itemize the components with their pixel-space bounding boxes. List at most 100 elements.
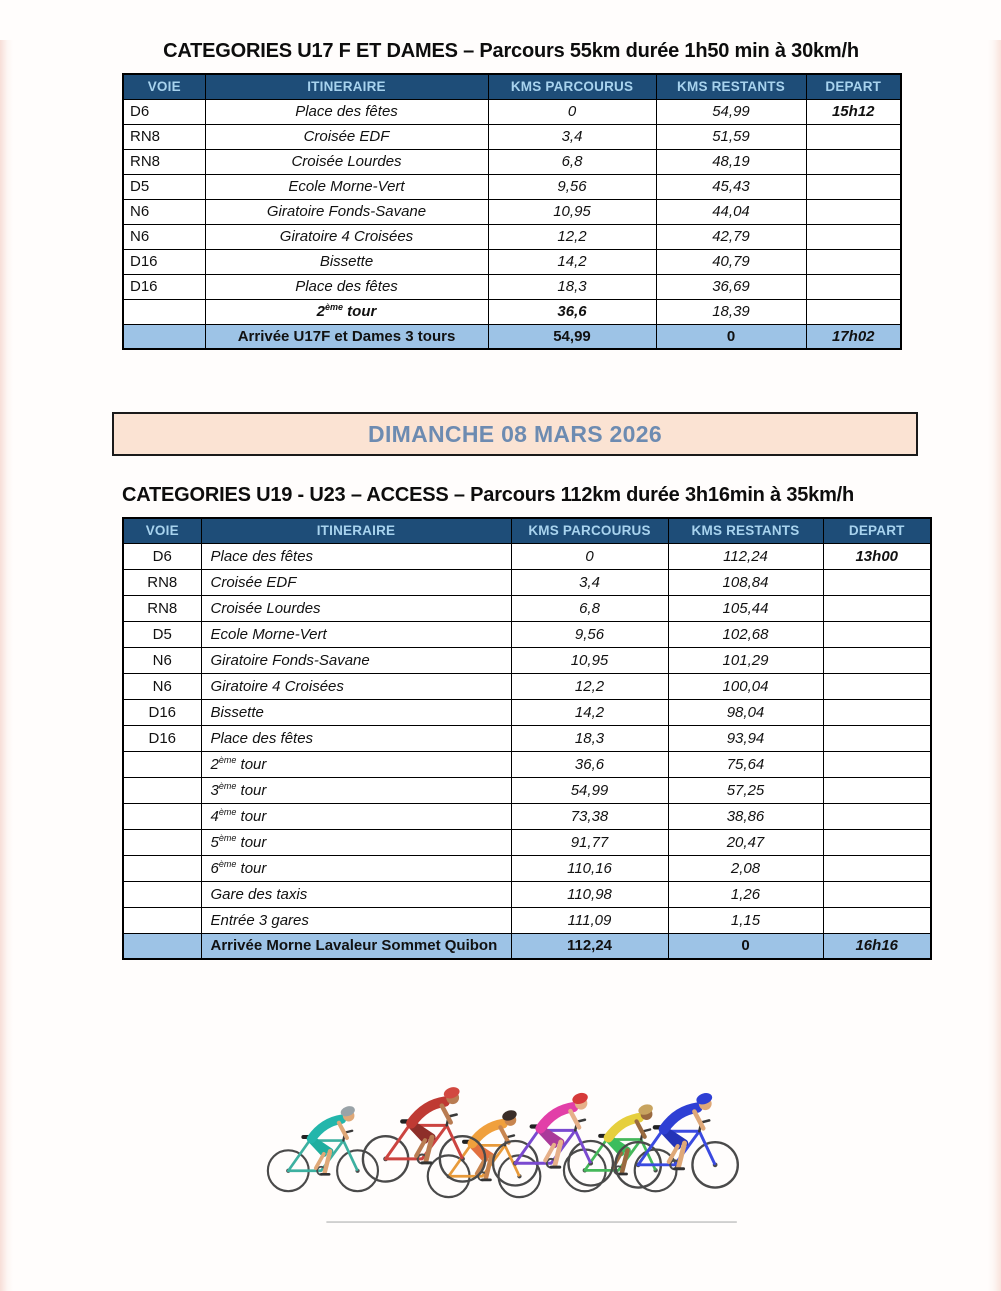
table-row: D16 Place des fêtes 18,3 36,69 bbox=[122, 273, 902, 300]
cell-depart bbox=[822, 750, 932, 778]
cell-depart bbox=[805, 173, 902, 200]
cell-kms_restants: 57,25 bbox=[667, 776, 824, 804]
cell-voie: RN8 bbox=[122, 568, 202, 596]
cell-voie: RN8 bbox=[122, 123, 206, 150]
cell-kms_parcourus: 12,2 bbox=[510, 672, 669, 700]
cell-itineraire: 5ème tour bbox=[200, 828, 512, 856]
date-banner-label: DIMANCHE 08 MARS 2026 bbox=[368, 420, 662, 447]
table-row: D5 Ecole Morne-Vert 9,56 102,68 bbox=[122, 620, 932, 648]
cell-kms_parcourus: 91,77 bbox=[510, 828, 669, 856]
cell-itineraire: 2ème tour bbox=[200, 750, 512, 778]
cell-depart bbox=[822, 698, 932, 726]
cell-depart bbox=[822, 620, 932, 648]
cell-voie bbox=[122, 880, 202, 908]
table-row: 2ème tour 36,6 18,39 bbox=[122, 298, 902, 325]
cell-kms_parcourus: 18,3 bbox=[487, 273, 657, 300]
cell-kms_parcourus: 0 bbox=[487, 98, 657, 125]
arrival-row: Arrivée Morne Lavaleur Sommet Quibon 112,… bbox=[122, 932, 932, 960]
cell-depart bbox=[822, 880, 932, 908]
cell-kms_parcourus: 111,09 bbox=[510, 906, 669, 934]
cell-itineraire: Place des fêtes bbox=[200, 724, 512, 752]
cell-voie: D16 bbox=[122, 724, 202, 752]
cell-voie: D5 bbox=[122, 173, 206, 200]
column-header: VOIE bbox=[122, 73, 206, 100]
cell-kms_restants: 105,44 bbox=[667, 594, 824, 622]
cell-depart bbox=[805, 273, 902, 300]
cell-kms_restants: 38,86 bbox=[667, 802, 824, 830]
cell-depart bbox=[822, 594, 932, 622]
cell-kms_parcourus: 36,6 bbox=[510, 750, 669, 778]
cell-kms_parcourus: 36,6 bbox=[487, 298, 657, 325]
cell-kms_restants: 36,69 bbox=[655, 273, 807, 300]
cell-itineraire: 2ème tour bbox=[204, 298, 489, 325]
cell-itineraire: Giratoire 4 Croisées bbox=[200, 672, 512, 700]
page-root: { "day_banner": { "label": "DIMANCHE 08 … bbox=[0, 40, 1001, 1291]
cell-kms_restants: 2,08 bbox=[667, 854, 824, 882]
cell-kms_parcourus: 112,24 bbox=[510, 932, 669, 960]
header-row: VOIE ITINERAIRE KMS PARCOURUS KMS RESTANTS D… bbox=[122, 73, 902, 100]
column-header: KMS RESTANTS bbox=[667, 517, 824, 544]
table-row: D6 Place des fêtes 0 112,24 13h00 bbox=[122, 542, 932, 570]
table-row: D16 Bissette 14,2 40,79 bbox=[122, 248, 902, 275]
cell-kms_parcourus: 14,2 bbox=[487, 248, 657, 275]
cell-itineraire: Croisée EDF bbox=[204, 123, 489, 150]
cell-voie: N6 bbox=[122, 198, 206, 225]
cell-itineraire: Arrivée Morne Lavaleur Sommet Quibon bbox=[200, 932, 512, 960]
cell-kms_restants: 75,64 bbox=[667, 750, 824, 778]
cell-kms_restants: 20,47 bbox=[667, 828, 824, 856]
cell-voie bbox=[122, 854, 202, 882]
table-row: D6 Place des fêtes 0 54,99 15h12 bbox=[122, 98, 902, 125]
cell-depart: 17h02 bbox=[805, 323, 902, 350]
table-row: 3ème tour 54,99 57,25 bbox=[122, 776, 932, 804]
cell-kms_restants: 93,94 bbox=[667, 724, 824, 752]
page-edge-tint-right bbox=[988, 40, 1001, 1291]
cell-kms_parcourus: 9,56 bbox=[487, 173, 657, 200]
cell-voie: RN8 bbox=[122, 594, 202, 622]
table-row: Entrée 3 gares 111,09 1,15 bbox=[122, 906, 932, 934]
cell-voie: D6 bbox=[122, 542, 202, 570]
cell-kms_parcourus: 6,8 bbox=[487, 148, 657, 175]
cell-voie bbox=[122, 776, 202, 804]
cell-kms_parcourus: 110,16 bbox=[510, 854, 669, 882]
cell-itineraire: 3ème tour bbox=[200, 776, 512, 804]
cell-voie bbox=[122, 906, 202, 934]
cell-depart bbox=[822, 568, 932, 596]
cell-kms_parcourus: 6,8 bbox=[510, 594, 669, 622]
cell-kms_restants: 102,68 bbox=[667, 620, 824, 648]
table-row: RN8 Croisée Lourdes 6,8 48,19 bbox=[122, 148, 902, 175]
cell-itineraire: Croisée EDF bbox=[200, 568, 512, 596]
cell-itineraire: Bissette bbox=[200, 698, 512, 726]
cell-depart bbox=[805, 248, 902, 275]
column-header: ITINERAIRE bbox=[200, 517, 512, 544]
cell-kms_restants: 98,04 bbox=[667, 698, 824, 726]
table-row: D16 Place des fêtes 18,3 93,94 bbox=[122, 724, 932, 752]
cell-kms_restants: 51,59 bbox=[655, 123, 807, 150]
table-row: N6 Giratoire 4 Croisées 12,2 42,79 bbox=[122, 223, 902, 250]
cell-kms_restants: 40,79 bbox=[655, 248, 807, 275]
cell-voie: D5 bbox=[122, 620, 202, 648]
column-header: KMS PARCOURUS bbox=[510, 517, 669, 544]
cell-kms_restants: 0 bbox=[655, 323, 807, 350]
column-header: DEPART bbox=[805, 73, 902, 100]
cell-itineraire: Ecole Morne-Vert bbox=[200, 620, 512, 648]
cell-itineraire: Giratoire Fonds-Savane bbox=[204, 198, 489, 225]
table-row: N6 Giratoire Fonds-Savane 10,95 101,29 bbox=[122, 646, 932, 674]
cell-voie bbox=[122, 298, 206, 325]
table-row: Gare des taxis 110,98 1,26 bbox=[122, 880, 932, 908]
cell-depart bbox=[805, 148, 902, 175]
cell-depart bbox=[822, 776, 932, 804]
cell-itineraire: Croisée Lourdes bbox=[200, 594, 512, 622]
table-row: N6 Giratoire Fonds-Savane 10,95 44,04 bbox=[122, 198, 902, 225]
cell-kms_parcourus: 10,95 bbox=[510, 646, 669, 674]
cell-voie bbox=[122, 323, 206, 350]
cell-kms_restants: 44,04 bbox=[655, 198, 807, 225]
cell-depart bbox=[805, 123, 902, 150]
cell-depart bbox=[822, 672, 932, 700]
cell-depart bbox=[822, 802, 932, 830]
cell-kms_restants: 108,84 bbox=[667, 568, 824, 596]
cell-depart bbox=[805, 198, 902, 225]
cell-kms_parcourus: 54,99 bbox=[510, 776, 669, 804]
cell-kms_parcourus: 0 bbox=[510, 542, 669, 570]
cell-itineraire: 4ème tour bbox=[200, 802, 512, 830]
table-title-u19-u23-access: CATEGORIES U19 - U23 – ACCESS – Parcours… bbox=[122, 484, 855, 506]
